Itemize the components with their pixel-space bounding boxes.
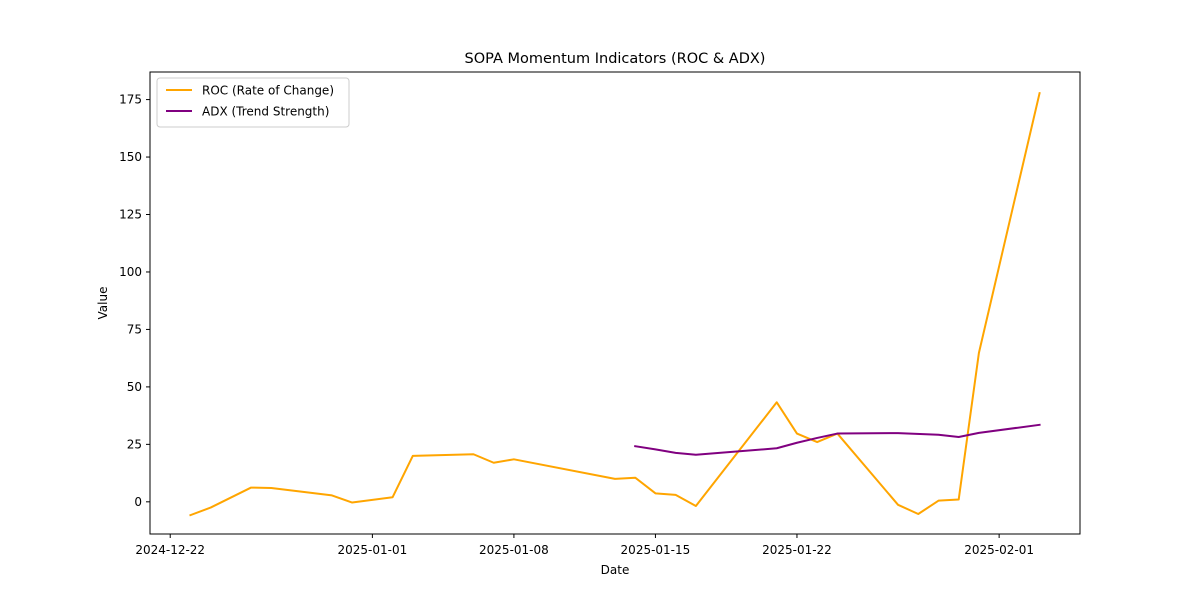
y-tick-label: 125 (119, 208, 142, 222)
y-tick-label: 25 (127, 437, 142, 451)
y-tick-label: 100 (119, 265, 142, 279)
series-layer (189, 91, 1041, 517)
y-tick-label: 150 (119, 150, 142, 164)
x-tick-label: 2025-02-01 (964, 543, 1034, 557)
x-axis: 2024-12-22 2025-01-01 2025-01-08 2025-01-15… (135, 534, 1034, 557)
plot-frame (149, 71, 1081, 535)
x-tick-label: 2024-12-22 (135, 543, 205, 557)
y-tick-label: 50 (127, 380, 142, 394)
roc-series-line (189, 91, 1041, 517)
y-tick-label: 0 (134, 495, 142, 509)
adx-series-line (634, 423, 1041, 456)
legend-label: ADX (Trend Strength) (202, 105, 329, 119)
chart-title: SOPA Momentum Indicators (ROC & ADX) (465, 51, 766, 67)
y-tick-label: 175 (119, 93, 142, 107)
y-tick-label: 75 (127, 322, 142, 336)
x-axis-title: Date (601, 563, 630, 577)
legend-label: ROC (Rate of Change) (202, 84, 334, 98)
x-tick-label: 2025-01-22 (762, 543, 832, 557)
legend: ROC (Rate of Change) ADX (Trend Strength) (156, 77, 350, 128)
y-axis: 0 25 50 75 100 125 150 175 (119, 93, 150, 509)
y-axis-title: Value (96, 287, 110, 320)
x-tick-label: 2025-01-08 (479, 543, 549, 557)
x-tick-label: 2025-01-15 (621, 543, 691, 557)
x-tick-label: 2025-01-01 (338, 543, 408, 557)
legend-box (156, 77, 350, 128)
